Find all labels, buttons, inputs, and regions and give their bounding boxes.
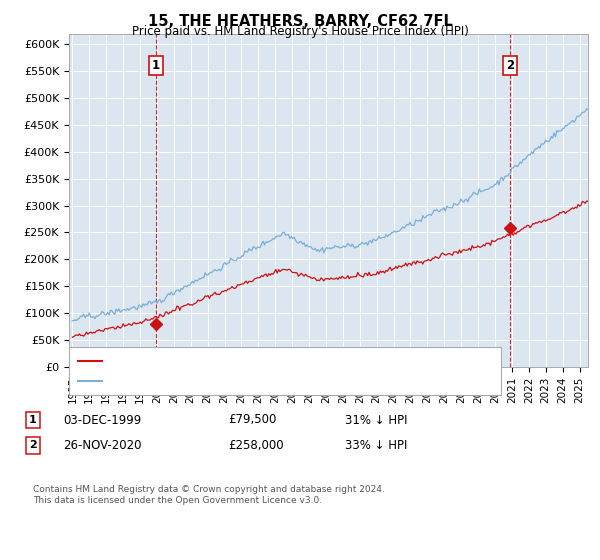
Text: HPI: Average price, detached house, Vale of Glamorgan: HPI: Average price, detached house, Vale… [106, 376, 409, 386]
Text: 26-NOV-2020: 26-NOV-2020 [63, 438, 142, 452]
Text: £79,500: £79,500 [228, 413, 277, 427]
Text: Price paid vs. HM Land Registry's House Price Index (HPI): Price paid vs. HM Land Registry's House … [131, 25, 469, 38]
Text: 03-DEC-1999: 03-DEC-1999 [63, 413, 141, 427]
Text: 31% ↓ HPI: 31% ↓ HPI [345, 413, 407, 427]
Text: 15, THE HEATHERS, BARRY, CF62 7FL (detached house): 15, THE HEATHERS, BARRY, CF62 7FL (detac… [106, 356, 410, 366]
Text: This data is licensed under the Open Government Licence v3.0.: This data is licensed under the Open Gov… [33, 496, 322, 505]
Text: £258,000: £258,000 [228, 438, 284, 452]
Text: 2: 2 [506, 59, 514, 72]
Text: 15, THE HEATHERS, BARRY, CF62 7FL: 15, THE HEATHERS, BARRY, CF62 7FL [148, 14, 452, 29]
Text: 1: 1 [29, 415, 37, 425]
Text: Contains HM Land Registry data © Crown copyright and database right 2024.: Contains HM Land Registry data © Crown c… [33, 485, 385, 494]
Text: 1: 1 [151, 59, 160, 72]
Text: 33% ↓ HPI: 33% ↓ HPI [345, 438, 407, 452]
Text: 2: 2 [29, 440, 37, 450]
